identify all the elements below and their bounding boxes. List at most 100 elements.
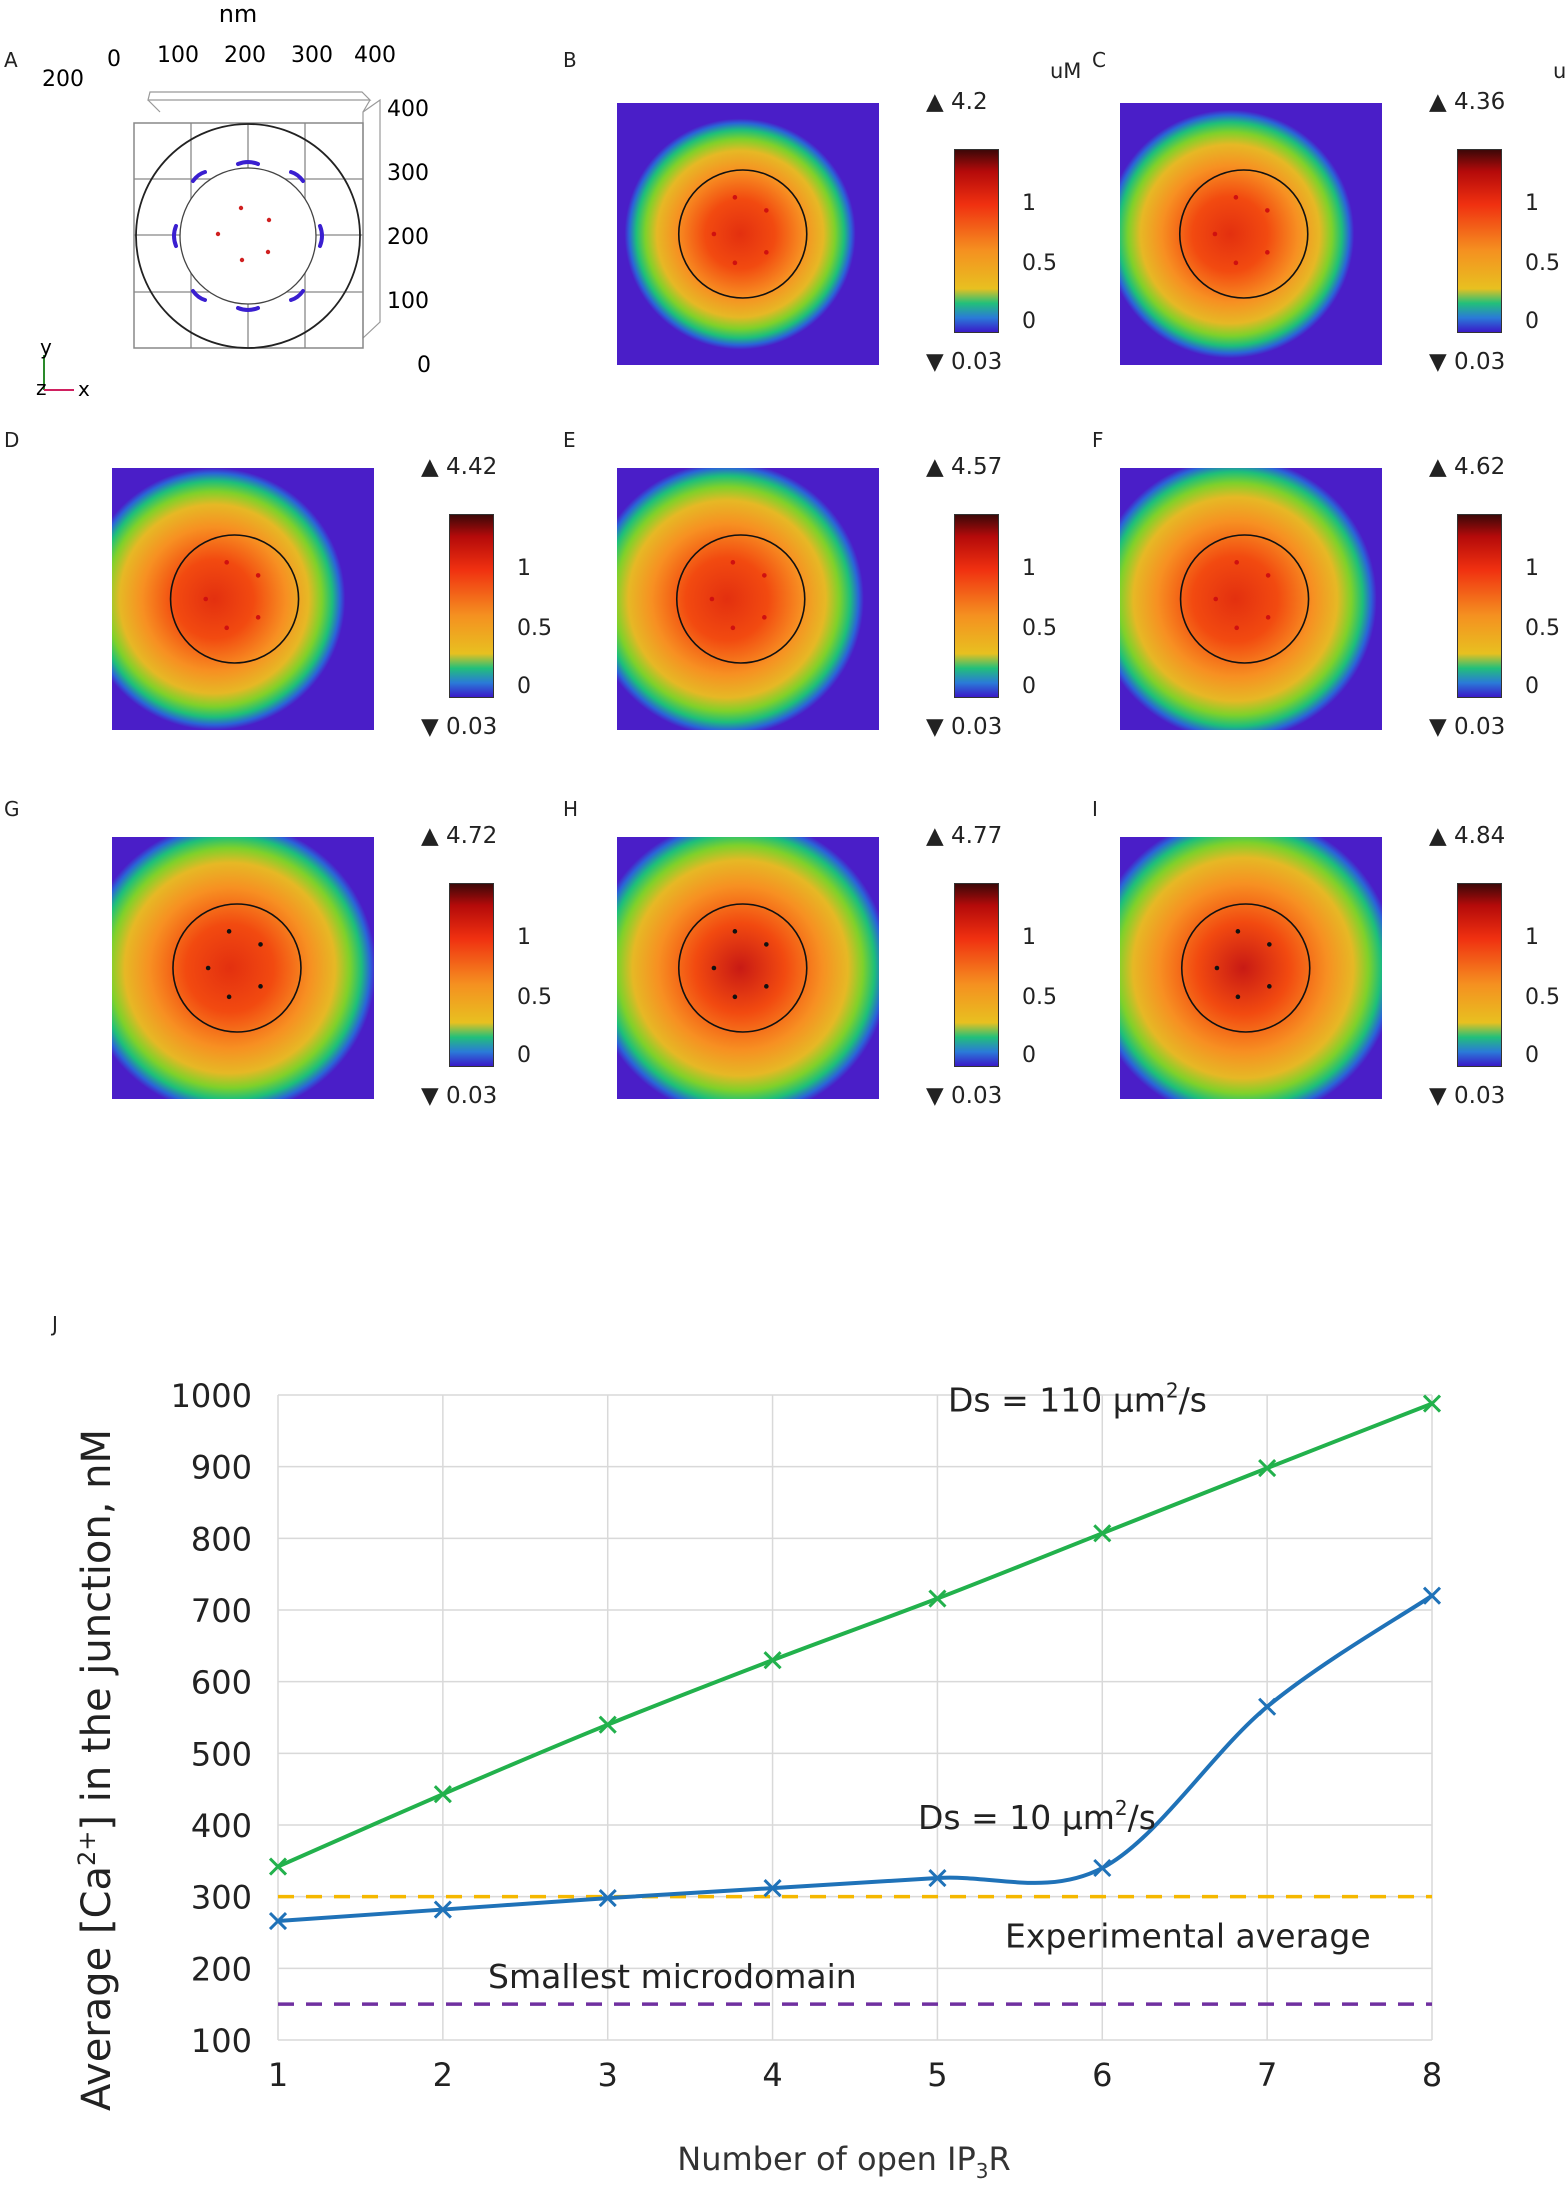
series-marker xyxy=(598,1715,617,1734)
colorbar-f xyxy=(1457,514,1502,698)
receptor-dot xyxy=(255,615,261,620)
receptor-dot xyxy=(730,625,736,631)
colorbar-max-value: ▲ 4.36 xyxy=(1429,89,1506,115)
colorbar-tick: 1 xyxy=(1525,556,1539,581)
tick-labels: 100 200 300 400 500 600 700 800 900 1000 1 2 3 4 5 6 7 8 xyxy=(171,1377,1443,2094)
receptor-dot xyxy=(224,560,229,565)
series-marker xyxy=(1258,1459,1277,1478)
heatmap-i xyxy=(1120,837,1382,1099)
series-marker xyxy=(1093,1858,1112,1878)
receptor-dot xyxy=(764,250,769,255)
colorbar-tick: 1 xyxy=(517,556,531,581)
receptor-dot xyxy=(764,208,769,213)
receptor-dot xyxy=(1214,965,1220,971)
heatmap-c xyxy=(1120,103,1382,365)
colorbar-min-value: ▼ 0.03 xyxy=(421,714,498,740)
y-tick-label: 800 xyxy=(191,1520,252,1558)
junction-circle xyxy=(172,903,302,1033)
receptor-dot xyxy=(203,596,209,602)
colorbar-b xyxy=(954,149,999,333)
colorbar-tick: 0 xyxy=(1525,1043,1539,1068)
colorbar-gradient xyxy=(449,883,494,1067)
heatmap-h xyxy=(617,837,879,1099)
reference-lines: Experimental average Smallest microdomain xyxy=(278,1894,1432,2006)
y-tick-label: 100 xyxy=(191,2022,252,2060)
colorbar-max-value: ▲ 4.42 xyxy=(421,454,498,480)
series-marker xyxy=(1258,1697,1277,1716)
colorbar-c xyxy=(1457,149,1502,333)
junction-circle xyxy=(677,169,808,299)
receptor-dot xyxy=(224,625,229,631)
series-label-1: Ds = 10 µm2/s xyxy=(918,1796,1156,1837)
colorbar-min-value: ▼ 0.03 xyxy=(926,349,1003,375)
chart-grid xyxy=(277,1394,1433,2041)
junction-circle xyxy=(1178,169,1309,299)
heatmap-field xyxy=(1120,468,1382,730)
colorbar-unit: uM xyxy=(1050,59,1082,83)
y-tick-label: 600 xyxy=(191,1664,252,1702)
colorbar-gradient xyxy=(1457,514,1502,698)
y-tick-label: 1000 xyxy=(171,1377,252,1415)
colorbar-h xyxy=(954,883,999,1067)
heatmap-field xyxy=(617,468,879,730)
axis-z-label: z xyxy=(36,376,47,400)
top-tick-200: 200 xyxy=(224,43,266,68)
colorbar-tick: 0.5 xyxy=(517,616,552,641)
receptor-dot xyxy=(732,260,738,266)
heatmap-f xyxy=(1120,468,1382,730)
colorbar-tick: 0.5 xyxy=(517,985,552,1010)
series-marker xyxy=(928,1868,947,1888)
experimental-average-label: Experimental average xyxy=(1005,1917,1371,1956)
receptor-dot xyxy=(732,929,738,934)
x-tick-label: 4 xyxy=(762,2056,782,2094)
receptor-dot xyxy=(258,942,263,947)
receptor-dot xyxy=(730,560,736,565)
colorbar-max-value: ▲ 4.57 xyxy=(926,454,1003,480)
colorbar-tick: 1 xyxy=(1022,556,1036,581)
receptor-dot xyxy=(1233,260,1239,266)
colorbar-e xyxy=(954,514,999,698)
series-marker xyxy=(268,1911,288,1931)
receptor-dot xyxy=(205,965,211,971)
y-tick-label: 500 xyxy=(191,1735,252,1773)
heatmap-g xyxy=(112,837,374,1099)
panel-label-h: H xyxy=(563,797,579,821)
colorbar-tick: 0.5 xyxy=(1022,985,1057,1010)
colorbar-tick: 1 xyxy=(1022,191,1036,216)
colorbar-tick: 0 xyxy=(1525,309,1539,334)
heatmap-b xyxy=(617,103,879,365)
receptor-dot xyxy=(732,994,738,1000)
nm-unit-label: nm xyxy=(219,0,258,28)
receptor-dot xyxy=(709,596,715,602)
y-tick-label: 400 xyxy=(191,1807,252,1845)
receptor-dot xyxy=(762,615,767,620)
colorbar-tick: 0 xyxy=(1525,674,1539,699)
receptor-dot xyxy=(258,984,263,989)
heatmap-e xyxy=(617,468,879,730)
colorbar-gradient xyxy=(954,149,999,333)
top-tick-400: 400 xyxy=(354,43,396,68)
colorbar-tick: 0.5 xyxy=(1525,985,1560,1010)
x-tick-label: 7 xyxy=(1257,2056,1277,2094)
receptor-dot xyxy=(1265,573,1271,578)
y-tick-label: 300 xyxy=(191,1879,252,1917)
receptor-dot xyxy=(1265,615,1271,620)
receptor-dot xyxy=(1234,625,1239,631)
series-marker xyxy=(1422,1394,1442,1413)
series-line-0 xyxy=(277,1401,1433,1869)
colorbar-gradient xyxy=(954,514,999,698)
colorbar-gradient xyxy=(1457,149,1502,333)
series-marker xyxy=(268,1857,288,1876)
x-tick-label: 5 xyxy=(927,2056,947,2094)
colorbar-max-value: ▲ 4.62 xyxy=(1429,454,1506,480)
colorbar-gradient xyxy=(449,514,494,698)
x-tick-label: 1 xyxy=(268,2056,288,2094)
y-tick-label: 900 xyxy=(191,1449,252,1487)
series-marker xyxy=(1422,1586,1442,1605)
junction-circle xyxy=(677,903,808,1033)
receptor-dot xyxy=(1234,560,1239,565)
receptor-dot xyxy=(226,929,232,934)
series-marker xyxy=(433,1785,452,1804)
top-tick-300: 300 xyxy=(291,43,333,68)
receptor-dot xyxy=(1235,994,1241,1000)
